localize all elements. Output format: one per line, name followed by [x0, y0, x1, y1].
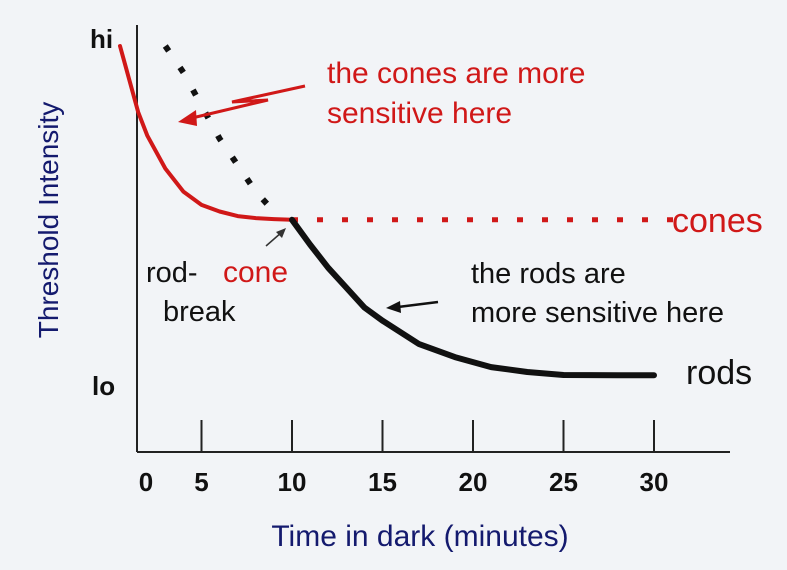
- x-tick-label-25: 25: [549, 467, 578, 497]
- x-tick-label-30: 30: [640, 467, 669, 497]
- series-layer: [118, 44, 691, 379]
- x-axis-label: Time in dark (minutes): [271, 520, 568, 553]
- series-rods-extrapolated-dotted: [162, 44, 277, 214]
- series-label-rods: rods: [686, 354, 752, 392]
- cones-annotation-line2: sensitive here: [327, 97, 512, 130]
- cones-annotation-arrowhead: [178, 110, 197, 126]
- x-tick-label-15: 15: [368, 467, 397, 497]
- break-annotation-cone: cone: [223, 256, 288, 289]
- y-tick-label-lo: lo: [92, 371, 115, 401]
- break-annotation-arrowhead: [276, 228, 286, 238]
- series-cones-solid: [118, 44, 294, 222]
- rods-annotation-line2: more sensitive here: [471, 297, 724, 329]
- x-tick-labels: 0 5 10 15 20 25 30: [139, 467, 669, 497]
- x-tick-label-20: 20: [459, 467, 488, 497]
- cones-annotation-arrow: [191, 84, 306, 120]
- break-annotation-rod: rod-: [146, 257, 198, 289]
- rods-annotation-arrow: [397, 300, 439, 309]
- x-tick-label-5: 5: [194, 467, 208, 497]
- y-tick-label-hi: hi: [90, 24, 113, 54]
- series-rods-solid: [289, 216, 657, 379]
- rods-annotation-arrowhead: [386, 301, 401, 313]
- series-label-cones: cones: [672, 202, 763, 240]
- rods-annotation-line1: the rods are: [471, 258, 626, 290]
- x-tick-label-10: 10: [278, 467, 307, 497]
- cones-annotation-line1: the cones are more: [327, 57, 585, 90]
- x-tick-label-0: 0: [139, 467, 153, 497]
- x-ticks: [200, 420, 655, 452]
- y-axis-label: Threshold Intensity: [33, 102, 64, 339]
- break-annotation-break: break: [163, 296, 236, 328]
